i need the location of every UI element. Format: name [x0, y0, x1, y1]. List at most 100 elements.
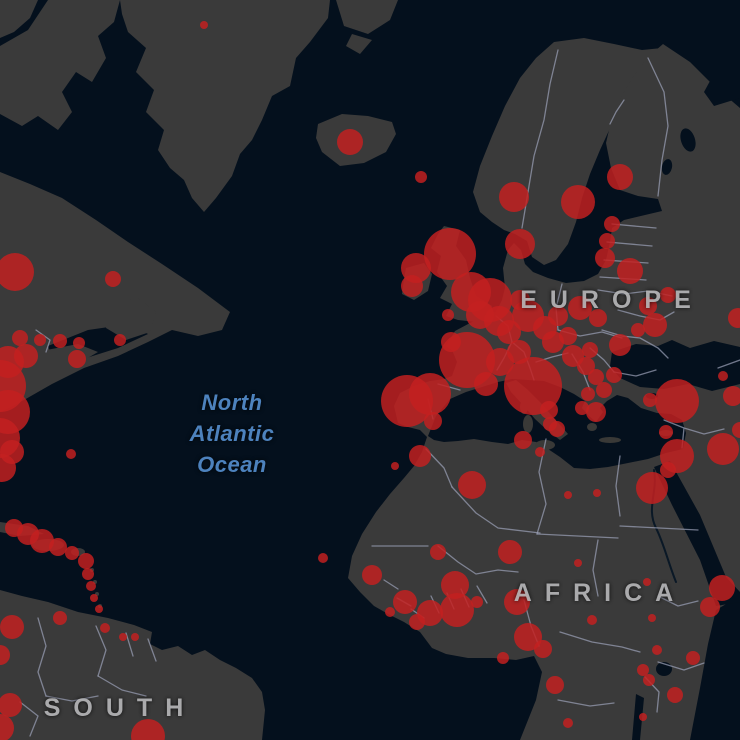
case-marker[interactable]: [100, 623, 110, 633]
case-marker[interactable]: [631, 323, 645, 337]
case-marker[interactable]: [546, 676, 564, 694]
case-marker[interactable]: [424, 412, 442, 430]
case-marker[interactable]: [643, 578, 651, 586]
case-marker[interactable]: [53, 334, 67, 348]
case-marker[interactable]: [119, 633, 127, 641]
case-marker[interactable]: [0, 615, 24, 639]
case-marker[interactable]: [660, 462, 676, 478]
case-marker[interactable]: [563, 718, 573, 728]
case-marker[interactable]: [504, 589, 530, 615]
case-marker[interactable]: [514, 431, 532, 449]
case-marker[interactable]: [604, 216, 620, 232]
case-marker[interactable]: [728, 308, 740, 328]
case-marker[interactable]: [636, 472, 668, 504]
case-marker[interactable]: [200, 21, 208, 29]
case-marker[interactable]: [709, 575, 735, 601]
case-marker[interactable]: [648, 614, 656, 622]
case-marker[interactable]: [507, 340, 531, 364]
case-marker[interactable]: [596, 382, 612, 398]
case-marker[interactable]: [49, 538, 67, 556]
case-marker[interactable]: [718, 371, 728, 381]
case-marker[interactable]: [0, 454, 16, 482]
case-marker[interactable]: [637, 664, 649, 676]
case-marker[interactable]: [409, 445, 431, 467]
case-marker[interactable]: [95, 605, 103, 613]
case-marker[interactable]: [78, 553, 94, 569]
case-marker[interactable]: [607, 164, 633, 190]
case-marker[interactable]: [318, 553, 328, 563]
case-marker[interactable]: [534, 640, 552, 658]
case-marker[interactable]: [66, 449, 76, 459]
case-marker[interactable]: [499, 182, 529, 212]
case-marker[interactable]: [723, 386, 740, 406]
case-marker[interactable]: [561, 185, 595, 219]
case-marker[interactable]: [574, 559, 582, 567]
case-marker[interactable]: [471, 596, 483, 608]
case-marker[interactable]: [559, 327, 577, 345]
case-marker[interactable]: [441, 571, 469, 599]
case-marker[interactable]: [131, 719, 165, 740]
case-marker[interactable]: [660, 287, 676, 303]
case-marker[interactable]: [82, 568, 94, 580]
case-marker[interactable]: [440, 593, 474, 627]
case-marker[interactable]: [131, 633, 139, 641]
case-marker[interactable]: [504, 357, 562, 415]
case-marker[interactable]: [667, 687, 683, 703]
case-marker[interactable]: [0, 714, 14, 740]
case-marker[interactable]: [0, 693, 22, 717]
case-marker[interactable]: [497, 320, 521, 344]
case-marker[interactable]: [586, 402, 606, 422]
case-marker[interactable]: [68, 350, 86, 368]
case-marker[interactable]: [707, 433, 739, 465]
case-marker[interactable]: [401, 275, 423, 297]
case-marker[interactable]: [686, 651, 700, 665]
case-marker[interactable]: [65, 546, 79, 560]
case-marker[interactable]: [30, 529, 54, 553]
case-marker[interactable]: [458, 471, 486, 499]
case-marker[interactable]: [514, 623, 542, 651]
case-marker[interactable]: [415, 171, 427, 183]
case-marker[interactable]: [401, 253, 431, 283]
case-marker[interactable]: [381, 375, 433, 427]
case-marker[interactable]: [643, 393, 657, 407]
case-marker[interactable]: [542, 331, 564, 353]
case-marker[interactable]: [549, 421, 565, 437]
case-marker[interactable]: [391, 462, 399, 470]
case-marker[interactable]: [582, 342, 598, 358]
case-marker[interactable]: [599, 233, 615, 249]
case-marker[interactable]: [497, 652, 509, 664]
case-marker[interactable]: [581, 387, 595, 401]
case-marker[interactable]: [510, 290, 530, 310]
case-marker[interactable]: [540, 401, 558, 419]
case-marker[interactable]: [86, 581, 96, 591]
case-marker[interactable]: [700, 597, 720, 617]
case-marker[interactable]: [362, 565, 382, 585]
case-marker[interactable]: [595, 248, 615, 268]
case-marker[interactable]: [385, 607, 395, 617]
case-marker[interactable]: [12, 330, 28, 346]
case-marker[interactable]: [0, 253, 34, 291]
case-marker[interactable]: [639, 713, 647, 721]
case-marker[interactable]: [587, 615, 597, 625]
case-marker[interactable]: [588, 369, 604, 385]
case-marker[interactable]: [474, 372, 498, 396]
case-marker[interactable]: [0, 645, 10, 665]
case-marker[interactable]: [643, 313, 667, 337]
case-marker[interactable]: [486, 348, 514, 376]
case-marker[interactable]: [655, 379, 699, 423]
case-marker[interactable]: [575, 401, 589, 415]
case-marker[interactable]: [430, 544, 446, 560]
case-marker[interactable]: [53, 611, 67, 625]
case-marker[interactable]: [609, 334, 631, 356]
case-marker[interactable]: [417, 600, 443, 626]
case-marker[interactable]: [505, 229, 535, 259]
case-marker[interactable]: [589, 309, 607, 327]
case-marker[interactable]: [34, 334, 46, 346]
case-marker[interactable]: [548, 306, 568, 326]
case-marker[interactable]: [606, 367, 622, 383]
case-marker[interactable]: [617, 258, 643, 284]
case-marker[interactable]: [442, 309, 454, 321]
case-marker[interactable]: [564, 491, 572, 499]
case-marker[interactable]: [73, 337, 85, 349]
